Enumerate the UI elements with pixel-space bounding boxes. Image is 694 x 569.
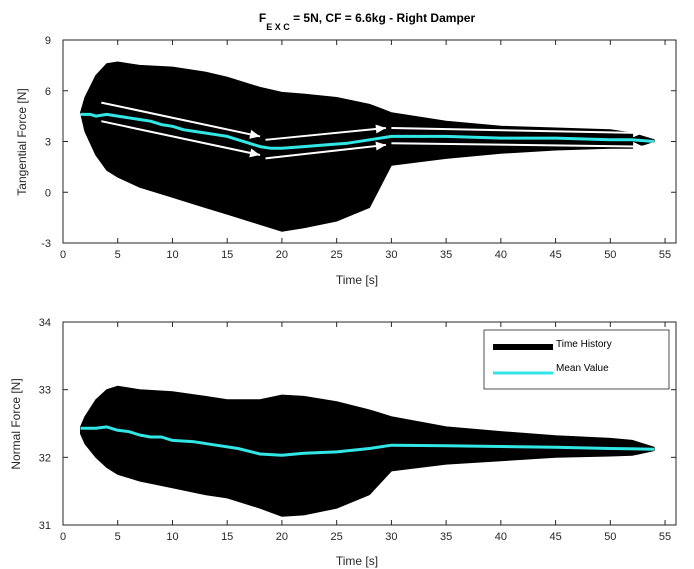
tangential-x-tick-label: 25: [331, 249, 343, 261]
tangential-y-ticks: -3 0 3 6 9: [41, 35, 676, 250]
tangential-force-plot: 0 5 10 15 20 25 30 35 40 45 50 55 -3 0 3 6 9 Time [s] T…: [15, 35, 677, 287]
normal-y-tick-label: 32: [39, 452, 51, 464]
normal-x-ticks: 0 5 10 15 20 25 30 35 40 45 50 55: [60, 322, 671, 543]
legend-box: [483, 329, 670, 390]
normal-plot-box: [62, 321, 677, 526]
tangential-x-axis-label: Time [s]: [336, 273, 378, 287]
normal-mean-value-line: [80, 425, 655, 457]
normal-x-axis-label: Time [s]: [336, 554, 378, 568]
trend-arrow: [101, 120, 261, 158]
normal-plot-content: [80, 385, 655, 517]
tangential-y-tick-label: 9: [45, 35, 51, 47]
normal-y-tick-label: 34: [39, 317, 51, 329]
normal-x-tick-label: 10: [166, 531, 178, 543]
normal-x-tick-label: 40: [495, 531, 507, 543]
trend-arrow: [391, 126, 644, 138]
legend-label-mean-value: Mean Value: [556, 363, 609, 374]
legend: Time History Mean Value: [483, 329, 670, 390]
tangential-y-tick-label: 0: [45, 187, 51, 199]
trend-arrow: [265, 124, 387, 141]
normal-x-tick-label: 0: [60, 531, 66, 543]
tangential-x-tick-label: 55: [659, 249, 671, 261]
tangential-y-tick-label: 6: [45, 86, 51, 98]
normal-x-tick-label: 55: [659, 531, 671, 543]
tangential-y-axis-label: Tangential Force [N]: [15, 88, 29, 195]
tangential-plot-content: [79, 61, 655, 232]
normal-x-tick-label: 30: [385, 531, 397, 543]
normal-x-tick-label: 5: [115, 531, 121, 543]
normal-y-axis-label: Normal Force [N]: [9, 378, 23, 469]
chart-title: FE X C = 5N, CF = 6.6kg - Right Damper: [259, 11, 476, 32]
normal-y-tick-label: 33: [39, 385, 51, 397]
normal-x-tick-label: 15: [221, 531, 233, 543]
trend-arrow: [101, 101, 261, 139]
tangential-mean-value-line: [80, 112, 655, 150]
tangential-x-tick-label: 40: [495, 249, 507, 261]
tangential-x-tick-label: 45: [549, 249, 561, 261]
normal-time-history-envelope: [80, 385, 655, 517]
tangential-x-tick-label: 30: [385, 249, 397, 261]
title-main: F: [259, 11, 266, 25]
legend-label-time-history: Time History: [556, 339, 612, 350]
tangential-y-tick-label: -3: [41, 238, 51, 250]
normal-x-tick-label: 25: [331, 531, 343, 543]
tangential-x-tick-label: 0: [60, 249, 66, 261]
tangential-x-tick-label: 10: [166, 249, 178, 261]
trend-arrow: [391, 141, 644, 151]
tangential-y-tick-label: 3: [45, 137, 51, 149]
tangential-x-tick-label: 50: [604, 249, 616, 261]
normal-x-tick-label: 35: [440, 531, 452, 543]
title-rest: = 5N, CF = 6.6kg - Right Damper: [290, 11, 476, 25]
tangential-x-ticks: 0 5 10 15 20 25 30 35 40 45 50 55: [60, 40, 671, 261]
normal-y-ticks: 31 32 33 34: [39, 317, 676, 532]
tangential-x-tick-label: 20: [276, 249, 288, 261]
tangential-x-tick-label: 5: [115, 249, 121, 261]
trend-arrow: [265, 141, 387, 160]
normal-x-tick-label: 20: [276, 531, 288, 543]
title-subscript: E X C: [266, 22, 290, 32]
tangential-x-tick-label: 15: [221, 249, 233, 261]
normal-x-tick-label: 50: [604, 531, 616, 543]
normal-y-tick-label: 31: [39, 520, 51, 532]
normal-force-plot: 0 5 10 15 20 25 30 35 40 45 50 55 31 32 33 34 Time [s]…: [9, 317, 677, 568]
tangential-x-tick-label: 35: [440, 249, 452, 261]
normal-x-tick-label: 45: [549, 531, 561, 543]
